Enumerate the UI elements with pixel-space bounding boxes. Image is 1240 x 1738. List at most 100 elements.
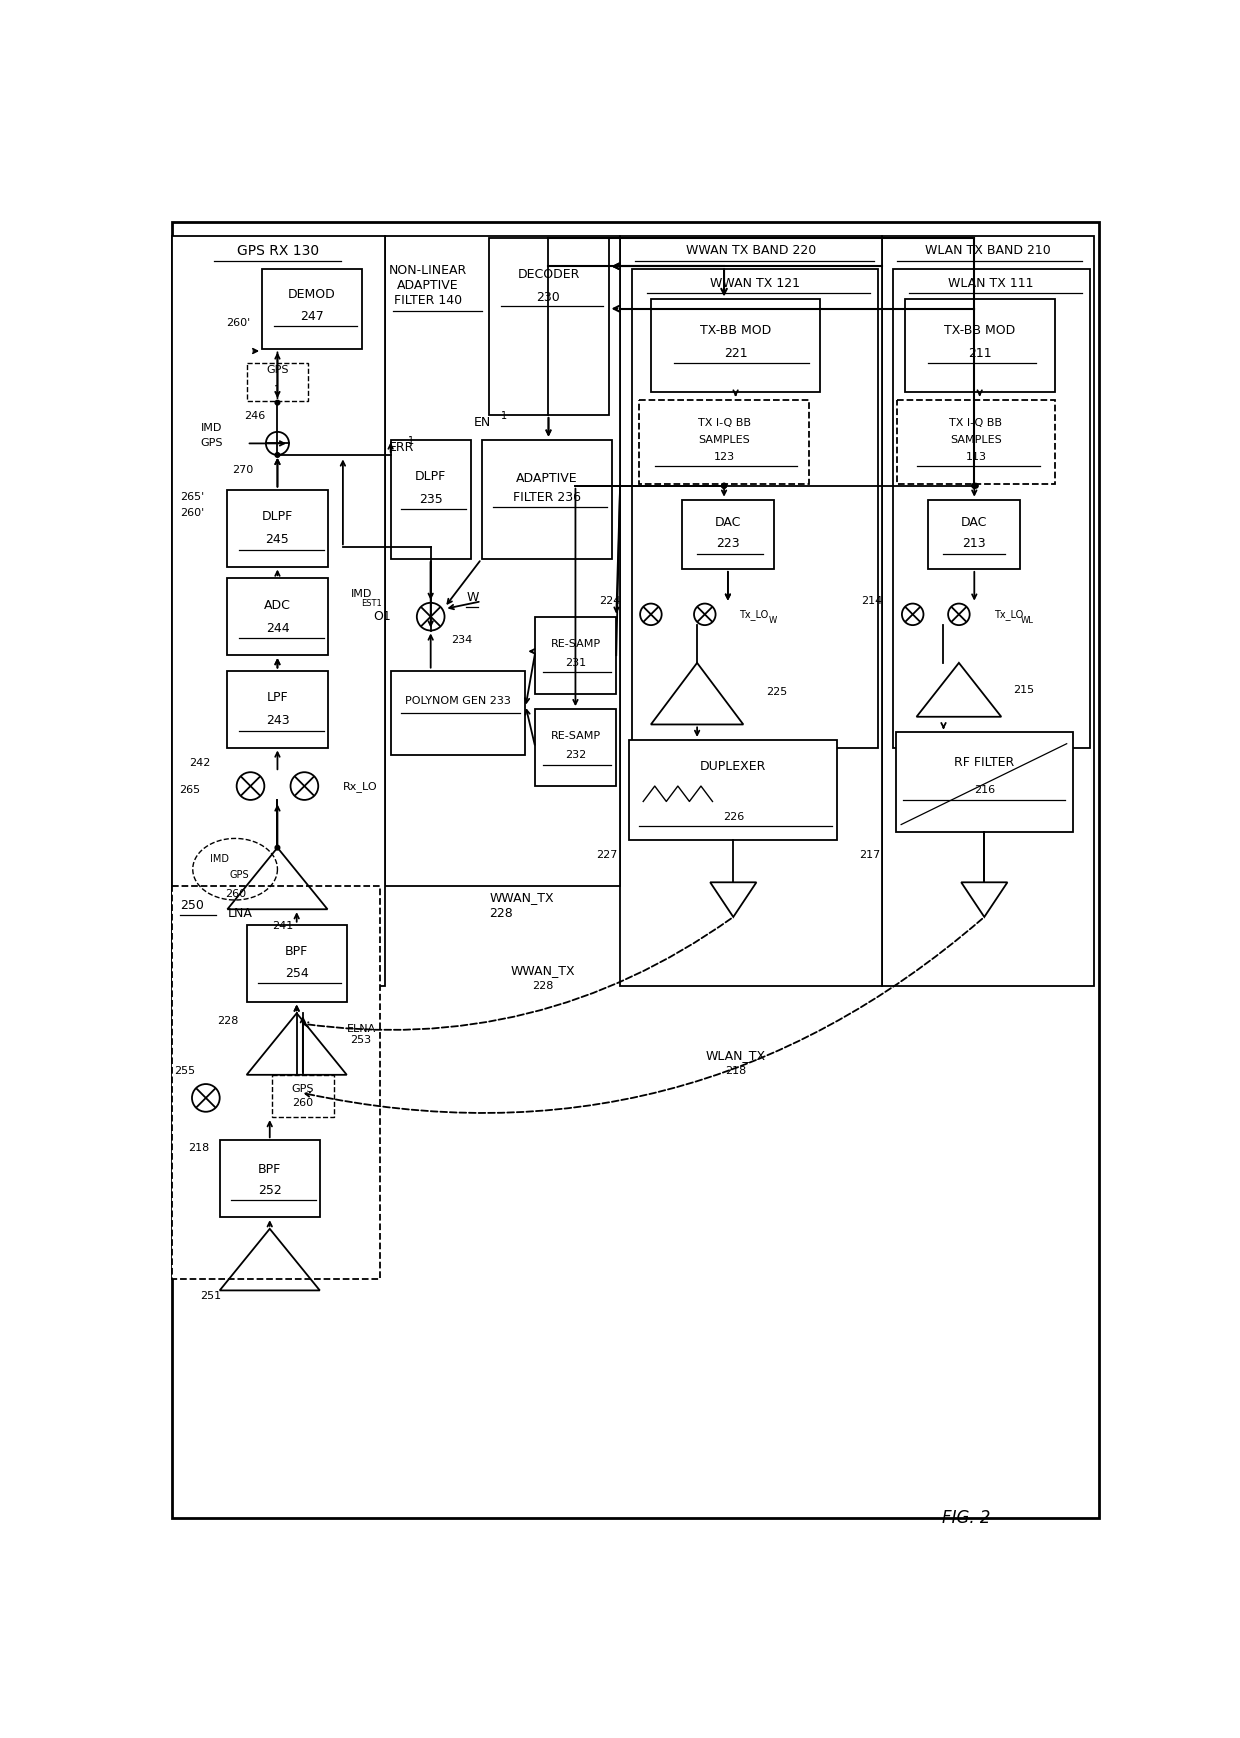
Text: 242: 242 (188, 758, 211, 768)
Text: 216: 216 (973, 786, 994, 794)
Bar (227, 671, 327, 747)
Text: 241: 241 (272, 921, 294, 932)
Circle shape (972, 483, 977, 488)
Bar (272, 1074, 334, 1118)
Circle shape (275, 845, 280, 850)
Text: GPS RX 130: GPS RX 130 (237, 243, 319, 257)
Text: FILTER 236: FILTER 236 (513, 490, 582, 504)
Text: GPS: GPS (201, 438, 223, 448)
Text: ERR: ERR (389, 441, 414, 454)
Text: 213: 213 (962, 537, 986, 549)
Text: LNA: LNA (227, 907, 252, 919)
Text: DUPLEXER: DUPLEXER (701, 760, 766, 773)
Bar (227, 490, 327, 567)
Circle shape (722, 483, 727, 488)
Text: 221: 221 (724, 348, 748, 360)
Text: W: W (769, 615, 777, 626)
Text: 252: 252 (258, 1184, 281, 1197)
Text: FIG. 2: FIG. 2 (942, 1509, 991, 1526)
Text: 244: 244 (265, 622, 289, 634)
Text: 123: 123 (713, 452, 734, 462)
Bar (391, 440, 471, 560)
Text: EN: EN (474, 415, 491, 429)
Text: 226: 226 (723, 812, 744, 822)
Bar (219, 1140, 320, 1217)
Circle shape (722, 483, 727, 488)
Text: 255: 255 (175, 1065, 196, 1076)
Text: IMD: IMD (351, 589, 372, 598)
Text: O1: O1 (373, 610, 391, 624)
Text: 251: 251 (200, 1291, 221, 1300)
Bar (481, 440, 613, 560)
Text: 1: 1 (274, 384, 280, 395)
Text: IMD: IMD (201, 422, 222, 433)
Text: SAMPLES: SAMPLES (950, 434, 1002, 445)
Text: BPF: BPF (258, 1163, 281, 1177)
Bar (882, 236, 1094, 985)
Bar (490, 238, 609, 415)
Text: TX I-Q BB: TX I-Q BB (698, 417, 750, 428)
Text: Tx_LO: Tx_LO (739, 608, 769, 620)
Text: 1: 1 (501, 412, 507, 421)
Text: DEMOD: DEMOD (288, 289, 336, 301)
Text: 245: 245 (265, 534, 289, 546)
Text: 227: 227 (596, 850, 618, 860)
Circle shape (973, 483, 978, 488)
Text: 260: 260 (226, 888, 247, 899)
Text: 230: 230 (537, 290, 560, 304)
Text: TX-BB MOD: TX-BB MOD (699, 323, 771, 337)
Bar (631, 269, 878, 747)
Circle shape (275, 452, 280, 457)
Text: 234: 234 (451, 634, 472, 645)
Text: WLAN TX BAND 210: WLAN TX BAND 210 (925, 245, 1050, 257)
Bar (536, 617, 616, 693)
Text: WWAN TX 121: WWAN TX 121 (709, 276, 800, 290)
Text: IMD: IMD (211, 853, 229, 864)
Text: 247: 247 (300, 309, 324, 323)
Bar (262, 269, 362, 349)
Text: WLAN_TX: WLAN_TX (706, 1050, 765, 1062)
Text: RF FILTER: RF FILTER (955, 756, 1014, 770)
Text: 265: 265 (180, 786, 201, 794)
Text: WLAN TX 111: WLAN TX 111 (949, 276, 1034, 290)
Text: 223: 223 (715, 537, 740, 549)
Text: W: W (466, 591, 479, 603)
Text: 260': 260' (226, 318, 250, 327)
Text: NON-LINEAR: NON-LINEAR (388, 264, 466, 276)
Bar (227, 579, 327, 655)
Text: GPS: GPS (267, 365, 289, 375)
Text: TX I-Q BB: TX I-Q BB (950, 417, 1002, 428)
Text: 253: 253 (351, 1036, 372, 1045)
Circle shape (275, 400, 280, 405)
Bar (640, 400, 808, 485)
Text: DECODER: DECODER (517, 268, 579, 280)
Text: SAMPLES: SAMPLES (698, 434, 750, 445)
Text: Rx_LO: Rx_LO (343, 780, 377, 791)
Text: WWAN TX BAND 220: WWAN TX BAND 220 (686, 245, 816, 257)
Text: 217: 217 (859, 850, 880, 860)
Bar (172, 236, 386, 985)
Text: 225: 225 (766, 687, 787, 697)
Bar (620, 236, 882, 985)
Text: ADC: ADC (264, 598, 291, 612)
Text: WL: WL (1021, 615, 1033, 626)
Bar (630, 740, 837, 839)
Text: 215: 215 (1013, 685, 1034, 695)
Bar (898, 400, 1055, 485)
Bar (247, 925, 347, 1001)
Bar (905, 299, 1055, 391)
Text: GPS: GPS (291, 1085, 314, 1093)
Bar (651, 299, 821, 391)
Text: 260': 260' (180, 507, 205, 518)
Text: RE-SAMP: RE-SAMP (551, 638, 600, 648)
Text: 113: 113 (965, 452, 986, 462)
Circle shape (722, 483, 727, 488)
Text: 214: 214 (861, 596, 882, 607)
Bar (682, 499, 774, 568)
Text: DLPF: DLPF (262, 509, 293, 523)
Text: 250: 250 (180, 899, 203, 912)
Text: BPF: BPF (285, 945, 309, 958)
Circle shape (972, 483, 977, 488)
Text: 232: 232 (564, 751, 587, 760)
Text: WWAN_TX: WWAN_TX (511, 965, 575, 977)
